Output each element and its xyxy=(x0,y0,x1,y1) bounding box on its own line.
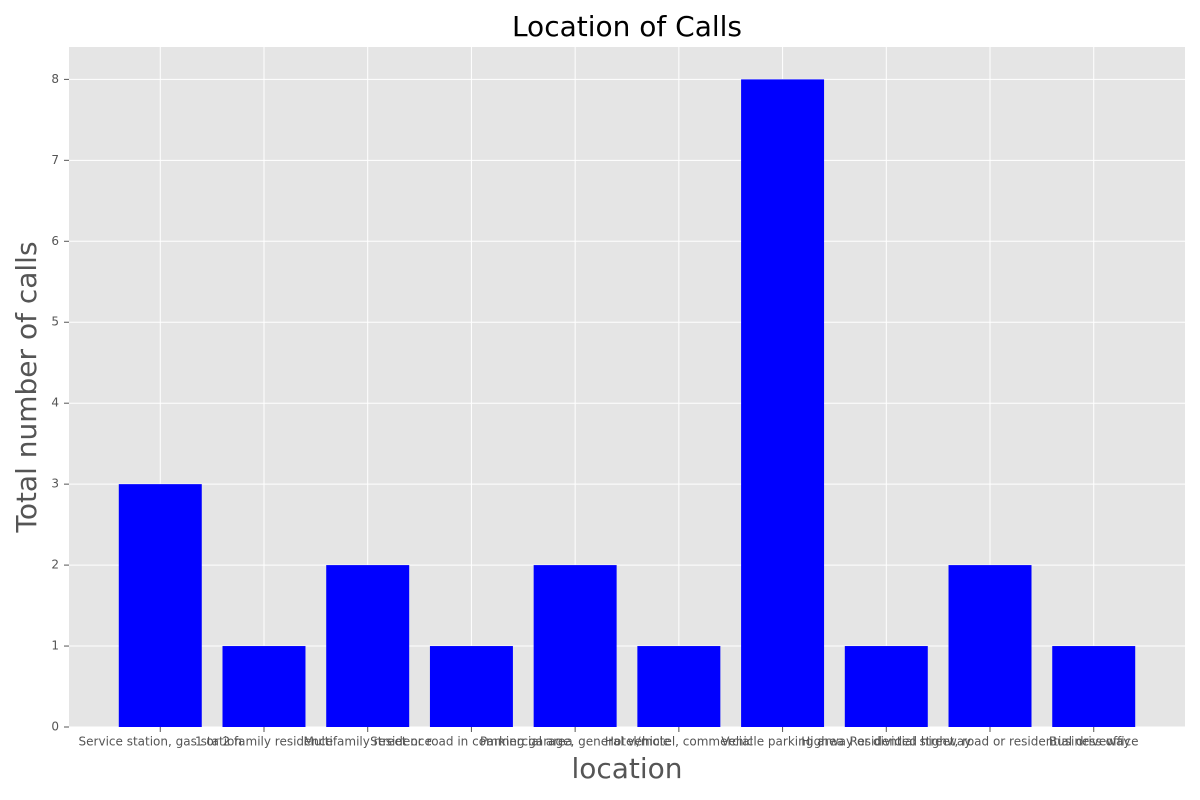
bar xyxy=(741,79,825,727)
x-tick-label: Multifamily residence xyxy=(303,735,431,749)
bar xyxy=(222,646,306,727)
bar xyxy=(637,646,721,727)
bar xyxy=(118,484,202,727)
y-tick-label: 6 xyxy=(51,234,59,248)
bar xyxy=(1052,646,1136,727)
bar xyxy=(533,565,617,727)
x-axis-label: location xyxy=(571,752,682,785)
x-tick-label: Street or road in commercial area xyxy=(370,735,572,749)
bar xyxy=(948,565,1032,727)
x-tick-label: Vehicle parking area xyxy=(721,735,844,749)
y-tick-label: 1 xyxy=(51,639,59,653)
x-tick-label: Residential street, road or residential … xyxy=(850,735,1131,749)
bar xyxy=(326,565,410,727)
x-tick-label: Hotel/motel, commercial xyxy=(605,735,753,749)
x-tick-label: Business office xyxy=(1049,735,1139,749)
chart-title: Location of Calls xyxy=(512,10,742,43)
x-tick-label: 1 or 2 family residence xyxy=(195,735,333,749)
y-tick-label: 4 xyxy=(51,396,59,410)
y-axis-label: Total number of calls xyxy=(10,241,43,533)
grid xyxy=(69,47,1185,728)
bar xyxy=(844,646,928,727)
x-tick-label: Highway or divided highway xyxy=(801,735,971,749)
y-tick-label: 0 xyxy=(51,720,59,734)
x-tick-label: Parking garage, general vehicle xyxy=(480,735,670,749)
x-tick-label: Service station, gas station xyxy=(79,735,242,749)
y-tick-label: 3 xyxy=(51,477,59,491)
y-tick-label: 5 xyxy=(51,315,59,329)
y-tick-label: 2 xyxy=(51,558,59,572)
y-tick-label: 7 xyxy=(51,153,59,167)
bar xyxy=(429,646,513,727)
y-tick-label: 8 xyxy=(51,72,59,86)
